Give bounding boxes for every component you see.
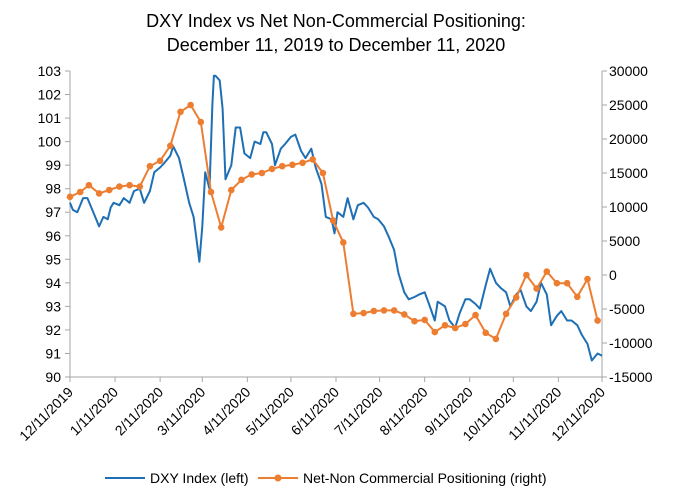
series-layer [66,74,603,362]
positioning-data-point [390,307,398,314]
right-axis-tick-label: 25000 [609,97,648,113]
legend-dxy-label: DXY Index (left) [150,470,249,486]
positioning-data-point [258,169,266,177]
positioning-data-point [268,165,276,173]
right-axis-tick-label: 30000 [609,63,648,79]
positioning-data-point [217,224,225,231]
left-axis-tick-label: 102 [38,87,62,103]
right-axis-tick-label: 15000 [609,165,648,181]
legend-positioning-label: Net-Non Commercial Positioning (right) [303,470,547,486]
positioning-data-point [116,183,123,190]
positioning-data-point [543,268,551,275]
right-axis-tick-label: -10000 [609,335,653,351]
positioning-data-point [553,279,561,287]
positioning-data-point [380,307,388,314]
left-axis-tick-label: 99 [45,157,61,173]
left-axis-tick-label: 98 [45,181,61,197]
positioning-data-point [370,307,378,315]
left-axis-tick-label: 96 [45,228,61,244]
dxy-series-line [69,74,603,362]
legend: DXY Index (left) Net-Non Commercial Posi… [105,470,547,486]
positioning-data-point [512,294,520,301]
positioning-data-point [278,162,286,170]
left-axis-tick-label: 94 [45,275,61,291]
right-axis-ticks: -15000 -10000 -5000 0 5000 10000 15000 20000 250… [602,63,653,385]
x-axis-tick-label: 8/11/2020 [376,384,431,439]
positioning-data-point [411,317,418,325]
positioning-data-point [177,108,184,116]
left-axis-ticks: 90 91 92 93 94 95 96 97 98 99 100 101 102 103 [38,63,70,385]
positioning-data-point [197,118,205,126]
positioning-data-point [146,162,154,170]
positioning-data-point [76,188,84,196]
positioning-data-point [136,183,144,190]
positioning-data-point [309,156,317,163]
positioning-data-point [228,186,235,194]
positioning-data-point [533,285,540,292]
chart-title-line-2: December 11, 2019 to December 11, 2020 [167,35,506,55]
positioning-data-point [187,101,194,109]
positioning-data-point [431,328,439,336]
positioning-data-point [207,188,215,196]
positioning-data-point [451,324,459,332]
positioning-data-point [299,159,306,167]
positioning-data-point [421,316,429,324]
left-axis-tick-label: 97 [45,204,61,220]
right-axis-tick-label: -15000 [609,369,653,385]
positioning-data-point [584,275,591,283]
positioning-data-point [238,176,245,184]
positioning-data-point [95,190,103,197]
positioning-data-point [66,193,74,201]
positioning-data-point [563,279,571,287]
x-axis-tick-label: 12/11/2019 [16,384,76,444]
positioning-data-point [462,320,469,328]
positioning-data-point [126,181,133,189]
positioning-data-point [167,142,174,150]
positioning-data-point [441,322,449,329]
positioning-data-point [340,239,347,246]
x-axis-tick-label: 1/11/2020 [67,384,122,439]
x-axis-tick-label: 7/11/2020 [331,384,386,439]
positioning-data-point [482,329,490,337]
left-axis-tick-label: 91 [45,345,61,361]
positioning-data-point [574,293,581,301]
positioning-data-point [350,310,357,318]
x-axis-ticks: 12/11/20191/11/20202/11/20203/11/20204/1… [16,377,608,444]
left-axis-tick-label: 90 [45,369,61,385]
positioning-data-point [502,310,510,318]
positioning-data-point [289,161,296,169]
positioning-data-point [319,169,327,177]
left-axis-tick-label: 93 [45,298,61,314]
positioning-data-point [401,311,408,318]
chart-title-line-1: DXY Index vs Net Non-Commercial Position… [146,11,526,31]
positioning-data-point [248,171,255,178]
positioning-data-point [360,309,367,317]
positioning-data-point [492,335,500,343]
x-axis-tick-label: 5/11/2020 [242,384,297,439]
right-axis-tick-label: 0 [609,267,617,283]
positioning-data-point [329,217,337,224]
left-axis-tick-label: 95 [45,251,61,267]
positioning-data-point [523,271,530,279]
positioning-data-point [156,157,164,165]
right-axis-tick-label: -5000 [609,301,645,317]
legend-positioning-marker [274,474,282,482]
positioning-data-point [105,186,113,194]
positioning-data-point [594,317,601,324]
right-axis-tick-label: 5000 [609,233,640,249]
left-axis-tick-label: 101 [38,110,62,126]
positioning-data-point [472,311,479,319]
right-axis-tick-label: 10000 [609,199,648,215]
left-axis-tick-label: 103 [38,63,62,79]
right-axis-tick-label: 20000 [609,131,648,147]
left-axis-tick-label: 100 [38,134,62,150]
left-axis-tick-label: 92 [45,322,61,338]
positioning-data-point [85,181,93,189]
